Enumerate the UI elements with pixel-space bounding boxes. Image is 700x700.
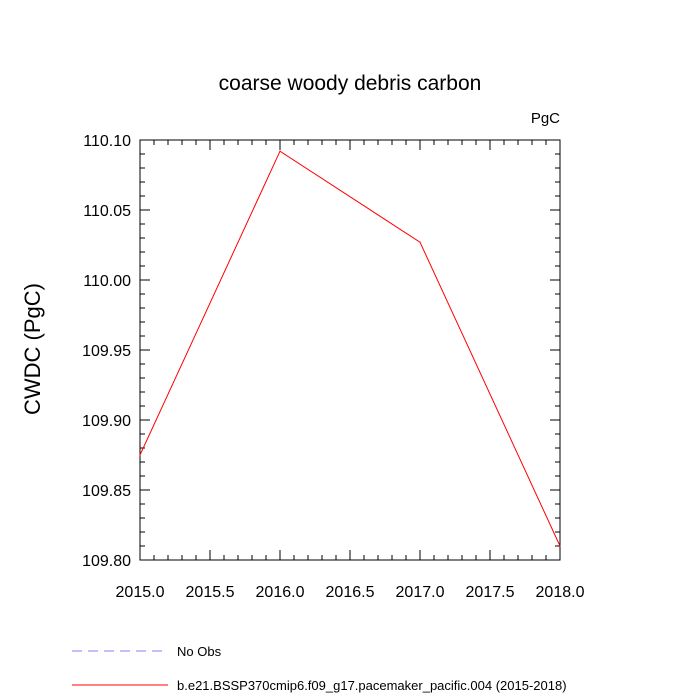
legend-label: b.e21.BSSP370cmip6.f09_g17.pacemaker_pac… bbox=[177, 678, 567, 693]
y-tick-label: 110.05 bbox=[83, 203, 131, 220]
x-tick-label: 2016.5 bbox=[326, 584, 375, 601]
series-layer bbox=[139, 150, 561, 547]
data-point bbox=[419, 241, 421, 243]
plot-frame bbox=[139, 139, 561, 561]
x-tick-label: 2018.0 bbox=[536, 584, 585, 601]
y-tick-label: 109.95 bbox=[82, 343, 131, 360]
series-line-0 bbox=[139, 150, 561, 547]
y-tick-label: 109.85 bbox=[82, 483, 131, 500]
data-point bbox=[139, 454, 141, 456]
x-tick-label: 2017.5 bbox=[466, 584, 515, 601]
x-tick-label: 2017.0 bbox=[396, 584, 445, 601]
x-tick-label: 2015.5 bbox=[186, 584, 235, 601]
legend: No Obs b.e21.BSSP370cmip6.f09_g17.pacemak… bbox=[72, 644, 567, 693]
units-label: PgC bbox=[531, 110, 560, 127]
data-point bbox=[559, 545, 561, 547]
y-axis-label: CWDC (PgC) bbox=[20, 283, 45, 415]
legend-label: No Obs bbox=[177, 644, 222, 659]
data-point bbox=[279, 150, 281, 152]
axis-ticks bbox=[139, 139, 561, 561]
tick-labels: 2015.0 2015.5 2016.0 2016.5 2017.0 2017.5 2018… bbox=[82, 133, 585, 601]
y-tick-label: 109.90 bbox=[82, 413, 131, 430]
y-tick-label: 110.10 bbox=[83, 133, 131, 150]
y-tick-label: 109.80 bbox=[82, 553, 131, 570]
x-tick-label: 2015.0 bbox=[116, 584, 165, 601]
x-tick-label: 2016.0 bbox=[256, 584, 305, 601]
chart-title: coarse woody debris carbon bbox=[219, 72, 482, 95]
y-tick-label: 110.00 bbox=[83, 273, 131, 290]
